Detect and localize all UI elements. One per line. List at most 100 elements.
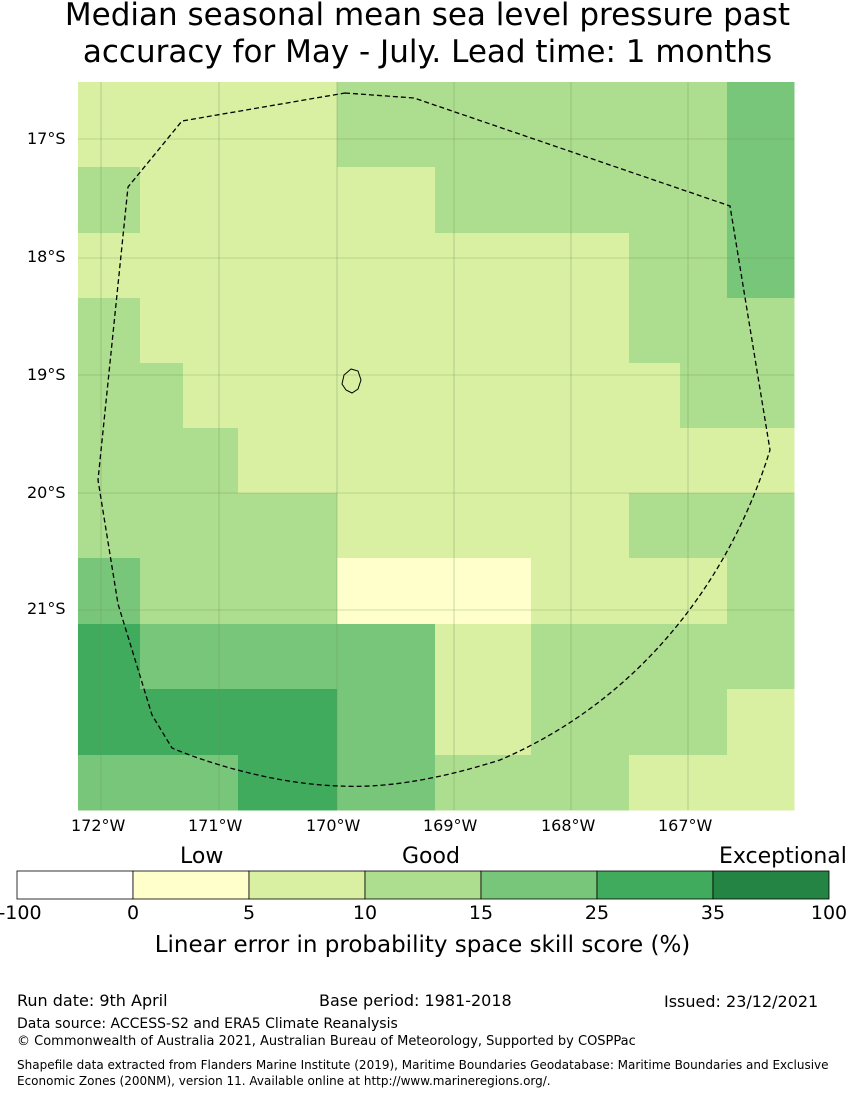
grid-cell (680, 624, 728, 690)
grid-cell (435, 624, 532, 690)
colorbar-tick: 5 (242, 902, 256, 924)
grid-cell (727, 82, 795, 103)
grid-cell (435, 167, 532, 234)
grid-cell (531, 558, 630, 625)
lon-label-171w: 171°W (188, 816, 243, 835)
grid-cell (727, 558, 795, 625)
grid-cell (78, 558, 141, 625)
grid-cell (385, 558, 436, 625)
grid-cell (531, 82, 630, 103)
grid-cell (629, 167, 681, 234)
colorbar-swatch (480, 870, 598, 900)
grid-cell (680, 755, 728, 811)
grid-cell (337, 102, 386, 168)
category-exceptional: Exceptional (719, 844, 847, 869)
grid-cell (385, 493, 436, 559)
grid-cell (435, 363, 532, 429)
grid-cell (140, 755, 184, 811)
grid-cell (78, 689, 141, 756)
lat-label-21s: 21°S (27, 599, 66, 618)
grid-cell (140, 428, 184, 494)
colorbar-tick: 25 (584, 902, 610, 924)
skill-grid (78, 82, 795, 811)
grid-cell (385, 298, 436, 364)
grid-cell (238, 233, 338, 299)
grid-cell (78, 298, 141, 364)
grid-cell (680, 82, 728, 103)
grid-cell (238, 493, 338, 559)
category-good: Good (402, 844, 460, 869)
grid-cell (531, 624, 630, 690)
grid-cell (680, 298, 728, 364)
colorbar-swatch (132, 870, 250, 900)
grid-cell (183, 167, 239, 234)
grid-cell (435, 493, 532, 559)
grid-cell (385, 624, 436, 690)
grid-cell (337, 558, 386, 625)
grid-cell (531, 363, 630, 429)
grid-cell (337, 82, 386, 103)
grid-cell (78, 102, 141, 168)
grid-cell (629, 102, 681, 168)
grid-cell (183, 624, 239, 690)
grid-cell (629, 363, 681, 429)
grid-cell (78, 755, 141, 811)
grid-cell (680, 493, 728, 559)
eez-boundary-line (97, 92, 771, 787)
grid-cell (531, 493, 630, 559)
colorbar-tick: 35 (700, 902, 726, 924)
grid-cell (727, 493, 795, 559)
colorbar-swatch (712, 870, 830, 900)
base-period: Base period: 1981-2018 (319, 991, 512, 1010)
grid-cell (385, 167, 436, 234)
grid-cell (435, 82, 532, 103)
grid-cell (680, 363, 728, 429)
grid-cell (183, 233, 239, 299)
colorbar-swatch (16, 870, 134, 900)
grid-cell (629, 233, 681, 299)
lon-label-168w: 168°W (541, 816, 596, 835)
grid-cell (140, 102, 184, 168)
issued-date: Issued: 23/12/2021 (664, 992, 819, 1011)
grid-cell (531, 233, 630, 299)
grid-cell (629, 755, 681, 811)
grid-cell (183, 363, 239, 429)
grid-cell (727, 428, 795, 494)
colorbar-swatch (596, 870, 714, 900)
grid-cell (183, 689, 239, 756)
lat-label-18s: 18°S (27, 247, 66, 266)
grid-cell (435, 558, 532, 625)
grid-cell (385, 82, 436, 103)
grid-cell (337, 428, 386, 494)
grid-cell (385, 689, 436, 756)
grid-cell (629, 493, 681, 559)
grid-cell (727, 167, 795, 234)
title-line-1: Median seasonal mean sea level pressure … (64, 0, 791, 33)
grid-cell (78, 167, 141, 234)
grid-cell (629, 428, 681, 494)
grid-cell (337, 755, 386, 811)
grid-cell (531, 102, 630, 168)
grid-cell (727, 233, 795, 299)
grid-cell (140, 493, 184, 559)
grid-cell (435, 428, 532, 494)
colorbar-tick: 10 (352, 902, 378, 924)
grid-cell (78, 624, 141, 690)
colorbar-tick: 100 (810, 902, 848, 924)
grid-cell (680, 233, 728, 299)
grid-cell (238, 363, 338, 429)
colorbar-swatch (248, 870, 366, 900)
grid-cell (727, 298, 795, 364)
grid-cell (140, 558, 184, 625)
grid-cell (238, 689, 338, 756)
grid-cell (435, 102, 532, 168)
category-low: Low (180, 844, 224, 869)
grid-cell (140, 82, 184, 103)
grid-cell (337, 689, 386, 756)
data-source: Data source: ACCESS-S2 and ERA5 Climate … (17, 1016, 398, 1032)
grid-cell (680, 428, 728, 494)
lon-label-170w: 170°W (306, 816, 361, 835)
grid-cell (337, 363, 386, 429)
grid-cell (140, 233, 184, 299)
